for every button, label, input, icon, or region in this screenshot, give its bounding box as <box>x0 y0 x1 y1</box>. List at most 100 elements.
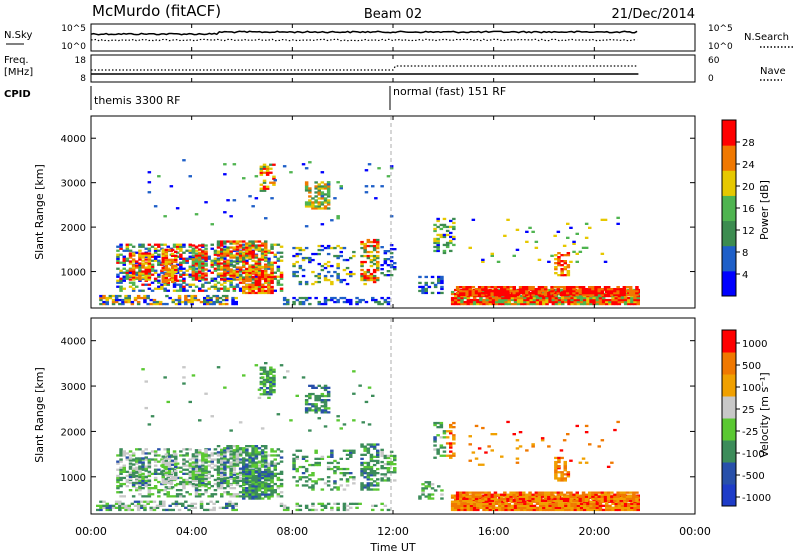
heatmap-cell <box>363 270 367 274</box>
heatmap-cell <box>529 298 533 302</box>
heatmap-cell <box>304 470 309 473</box>
heatmap-cell <box>141 463 145 466</box>
nave-trace <box>91 65 638 71</box>
heatmap-cell <box>248 491 252 494</box>
heatmap-cell <box>481 286 485 289</box>
heatmap-cell <box>143 300 147 304</box>
heatmap-cell <box>554 288 559 292</box>
heatmap-cell <box>383 260 388 263</box>
heatmap-cell <box>177 508 182 512</box>
heatmap-cell <box>108 506 113 509</box>
heatmap-cell <box>251 251 255 254</box>
heatmap-cell <box>194 485 199 488</box>
nsearch-trace <box>90 38 638 42</box>
heatmap-cell <box>146 294 150 298</box>
heatmap-cell <box>272 183 276 186</box>
heatmap-cell <box>193 294 198 298</box>
heatmap-cell <box>204 259 208 262</box>
heatmap-cell <box>561 296 565 300</box>
heatmap-cell <box>345 282 350 286</box>
heatmap-cell <box>116 245 120 248</box>
heatmap-cell <box>190 504 194 507</box>
heatmap-cell <box>191 467 196 470</box>
heatmap-cell <box>369 470 374 473</box>
heatmap-cell <box>128 454 133 457</box>
heatmap-cell <box>99 298 103 302</box>
heatmap-cell <box>468 292 472 295</box>
heatmap-cell <box>532 504 537 507</box>
heatmap-cell <box>264 479 268 482</box>
heatmap-cell <box>127 300 131 304</box>
heatmap-cell <box>345 300 350 304</box>
heatmap-cell <box>257 451 262 454</box>
heatmap-cell <box>257 267 262 271</box>
heatmap-cell <box>273 482 277 486</box>
heatmap-cell <box>336 298 340 302</box>
heatmap-cell <box>282 296 287 300</box>
heatmap-cell <box>386 467 391 470</box>
heatmap-cell <box>254 465 259 468</box>
heatmap-cell <box>264 264 268 267</box>
heatmap-cell <box>304 296 309 300</box>
heatmap-cell <box>526 504 530 507</box>
heatmap-cell <box>194 270 199 273</box>
heatmap-cell <box>161 465 165 468</box>
heatmap-cell <box>494 500 499 503</box>
heatmap-cell <box>597 495 601 498</box>
heatmap-cell <box>635 292 639 295</box>
heatmap-cell <box>226 450 230 453</box>
heatmap-cell <box>463 506 467 509</box>
heatmap-cell <box>138 243 142 246</box>
heatmap-cell <box>539 508 543 512</box>
heatmap-cell <box>545 296 549 300</box>
heatmap-cell <box>606 491 611 494</box>
heatmap-cell <box>262 372 267 375</box>
heatmap-cell <box>133 296 138 300</box>
heatmap-cell <box>204 278 208 281</box>
heatmap-cell <box>459 286 463 289</box>
heatmap-cell <box>207 460 211 463</box>
heatmap-cell <box>223 487 227 490</box>
heatmap-cell <box>380 264 384 267</box>
heatmap-cell <box>147 287 152 290</box>
heatmap-cell <box>216 265 221 268</box>
heatmap-cell <box>150 259 155 262</box>
heatmap-cell <box>260 269 265 273</box>
heatmap-cell <box>487 499 491 502</box>
heatmap-cell <box>161 463 165 466</box>
heatmap-cell <box>320 207 325 210</box>
heatmap-cell <box>491 296 496 300</box>
heatmap-cell <box>454 288 458 292</box>
heatmap-cell <box>320 248 325 252</box>
heatmap-cell <box>562 288 567 291</box>
heatmap-cell <box>260 485 265 488</box>
colorbar-segment <box>722 245 736 272</box>
heatmap-cell <box>320 502 325 505</box>
heatmap-cell <box>248 481 252 484</box>
heatmap-cell <box>119 261 123 264</box>
heatmap-cell <box>216 242 221 245</box>
heatmap-cell <box>194 455 199 458</box>
heatmap-cell <box>191 485 196 488</box>
heatmap-cell <box>363 465 367 469</box>
heatmap-cell <box>449 442 453 445</box>
heatmap-cell <box>376 488 380 491</box>
heatmap-cell <box>393 268 397 271</box>
heatmap-cell <box>562 294 567 297</box>
heatmap-cell <box>279 245 284 248</box>
heatmap-cell <box>262 380 267 384</box>
power-heatmap <box>99 159 640 306</box>
heatmap-cell <box>366 467 371 471</box>
heatmap-cell <box>209 300 213 304</box>
heatmap-cell <box>161 268 165 271</box>
heatmap-cell <box>194 473 199 476</box>
heatmap-cell <box>273 454 277 457</box>
heatmap-cell <box>583 298 587 302</box>
heatmap-cell <box>267 281 271 284</box>
heatmap-cell <box>292 246 296 250</box>
heatmap-cell <box>567 302 571 306</box>
heatmap-cell <box>150 269 155 272</box>
heatmap-cell <box>366 476 371 479</box>
heatmap-cell <box>259 387 264 390</box>
heatmap-cell <box>393 456 397 460</box>
